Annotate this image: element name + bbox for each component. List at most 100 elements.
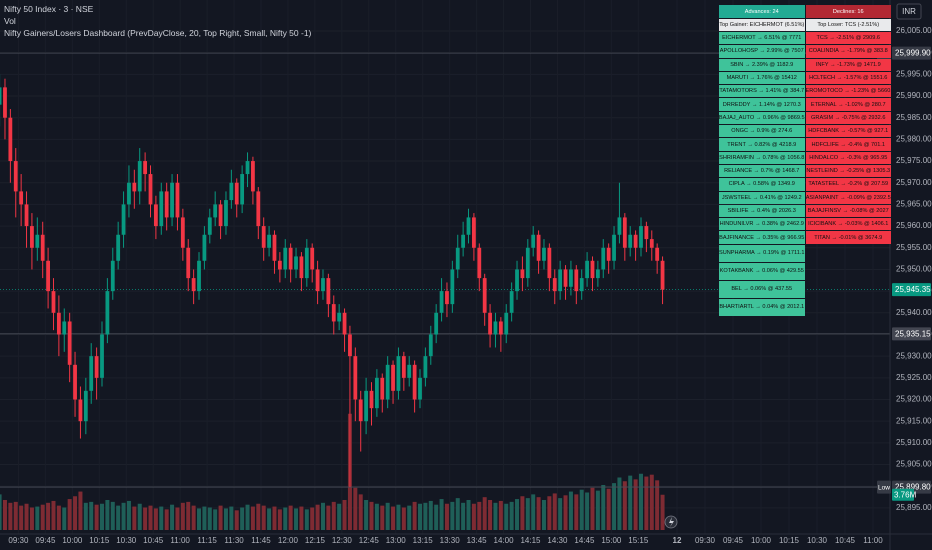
volume-bar bbox=[536, 497, 541, 530]
candle-body bbox=[461, 234, 466, 248]
y-tick-label: 25,910.00 bbox=[896, 438, 932, 447]
candle-body bbox=[617, 217, 622, 235]
volume-bar bbox=[245, 504, 250, 530]
candle-body bbox=[385, 364, 390, 400]
dashboard: Advances: 24 Declines: 16 Top Gainer: EI… bbox=[719, 5, 891, 317]
candle-body bbox=[466, 217, 471, 235]
price-badge-label: 25,935.15 bbox=[895, 329, 931, 338]
candle-body bbox=[245, 161, 250, 175]
candle-body bbox=[563, 269, 568, 287]
candle-body bbox=[364, 390, 369, 422]
candle-body bbox=[73, 364, 77, 400]
top-loser: Top Loser: TCS (-2.51%) bbox=[805, 19, 891, 31]
volume-bar bbox=[234, 510, 239, 530]
volume-bar bbox=[51, 500, 56, 530]
price-badge bbox=[892, 46, 931, 60]
dashboard-row: BAJFINANCE → 0.35% @ 966.95 TITAN → -0.01… bbox=[719, 231, 891, 244]
loser-cell: GRASIM → -0.75% @ 2932.6 bbox=[805, 111, 891, 125]
dashboard-row: SHRIRAMFIN → 0.78% @ 1056.8 HINDALCO → -0… bbox=[719, 151, 891, 164]
candle-body bbox=[450, 269, 455, 305]
volume-bar bbox=[515, 499, 520, 530]
candle-body bbox=[13, 161, 18, 192]
y-tick-label: 25,940.00 bbox=[896, 308, 932, 317]
empty-cell bbox=[806, 245, 892, 262]
candle-body bbox=[391, 364, 395, 391]
candle-body bbox=[542, 247, 546, 261]
candle-body bbox=[19, 191, 24, 205]
volume-bar bbox=[19, 505, 24, 530]
candle-body bbox=[153, 204, 158, 227]
volume-bar bbox=[541, 500, 546, 530]
candle-body bbox=[30, 226, 34, 248]
candle-body bbox=[283, 247, 288, 270]
candle-body bbox=[536, 234, 541, 261]
candle-body bbox=[412, 364, 417, 400]
candle-body bbox=[574, 269, 579, 292]
volume-bar bbox=[331, 501, 336, 530]
candle-body bbox=[40, 234, 45, 261]
gainer-cell: APOLLOHOSP → 2.99% @ 7507 bbox=[719, 45, 805, 58]
volume-bar bbox=[374, 503, 379, 530]
candle-body bbox=[197, 260, 201, 292]
candle-body bbox=[3, 87, 7, 118]
volume-bar bbox=[110, 501, 115, 530]
volume-bar bbox=[606, 488, 611, 530]
volume-bar bbox=[62, 507, 67, 530]
volume-bar bbox=[660, 494, 665, 530]
candle-body bbox=[525, 247, 530, 279]
candle-body bbox=[477, 247, 482, 279]
volume-bar bbox=[655, 480, 660, 530]
candle-body bbox=[137, 161, 142, 192]
volume-bar bbox=[207, 507, 212, 530]
candle-body bbox=[482, 278, 487, 313]
y-tick-label: 25,980.00 bbox=[896, 134, 932, 143]
volume-bar bbox=[56, 505, 61, 530]
candle-body bbox=[633, 234, 638, 248]
x-tick-label: 10:45 bbox=[143, 536, 164, 545]
y-tick-label: 25,925.00 bbox=[896, 373, 932, 382]
volume-bar bbox=[218, 505, 223, 530]
volume-bar bbox=[385, 502, 390, 530]
volume-bar bbox=[498, 500, 503, 530]
gainer-cell: RELIANCE → 0.7% @ 1468.7 bbox=[719, 164, 805, 178]
candle-body bbox=[337, 312, 342, 322]
x-tick-label: 10:15 bbox=[89, 536, 110, 545]
volume-bar bbox=[471, 503, 476, 530]
top-gainer: Top Gainer: EICHERMOT (6.51%) bbox=[719, 19, 805, 31]
volume-bar bbox=[94, 504, 99, 530]
volume-bar bbox=[531, 494, 536, 530]
volume-bar bbox=[396, 504, 401, 530]
volume-bar bbox=[132, 506, 137, 530]
x-tick-label: 09:45 bbox=[723, 536, 744, 545]
candle-body bbox=[326, 278, 331, 305]
gainer-cell: ONGC → 0.9% @ 274.6 bbox=[719, 125, 805, 138]
candle-body bbox=[374, 377, 379, 409]
candle-body bbox=[622, 217, 627, 248]
x-tick-label: 10:30 bbox=[807, 536, 828, 545]
candle-body bbox=[310, 247, 315, 270]
volume-bar bbox=[391, 506, 396, 530]
candle-body bbox=[180, 217, 185, 248]
x-tick-label: 13:45 bbox=[467, 536, 488, 545]
x-tick-label: 10:45 bbox=[835, 536, 856, 545]
volume-bar bbox=[482, 497, 487, 530]
indicator-label: Nifty Gainers/Losers Dashboard (PrevDayC… bbox=[4, 28, 312, 38]
gainer-cell: MARUTI → 1.76% @ 15412 bbox=[719, 71, 805, 85]
volume-bar bbox=[175, 507, 180, 530]
candle-body bbox=[272, 234, 277, 261]
x-tick-label: 11:30 bbox=[224, 536, 244, 545]
volume-bar bbox=[455, 498, 460, 530]
volume-bar bbox=[153, 508, 158, 530]
volume-bar bbox=[8, 502, 13, 530]
volume-bar bbox=[579, 489, 584, 530]
candle-body bbox=[585, 260, 589, 279]
volume-bar bbox=[299, 506, 304, 530]
candle-body bbox=[569, 269, 573, 287]
volume-bar bbox=[450, 501, 455, 530]
loser-cell: HDFCBANK → -0.57% @ 927.1 bbox=[805, 125, 891, 138]
x-tick-label: 12:00 bbox=[278, 536, 299, 545]
dashboard-row: TATAMOTORS → 1.41% @ 384.7 HEROMOTOCO → -… bbox=[719, 85, 891, 98]
candle-body bbox=[213, 204, 218, 218]
x-tick-label: 14:00 bbox=[494, 536, 515, 545]
